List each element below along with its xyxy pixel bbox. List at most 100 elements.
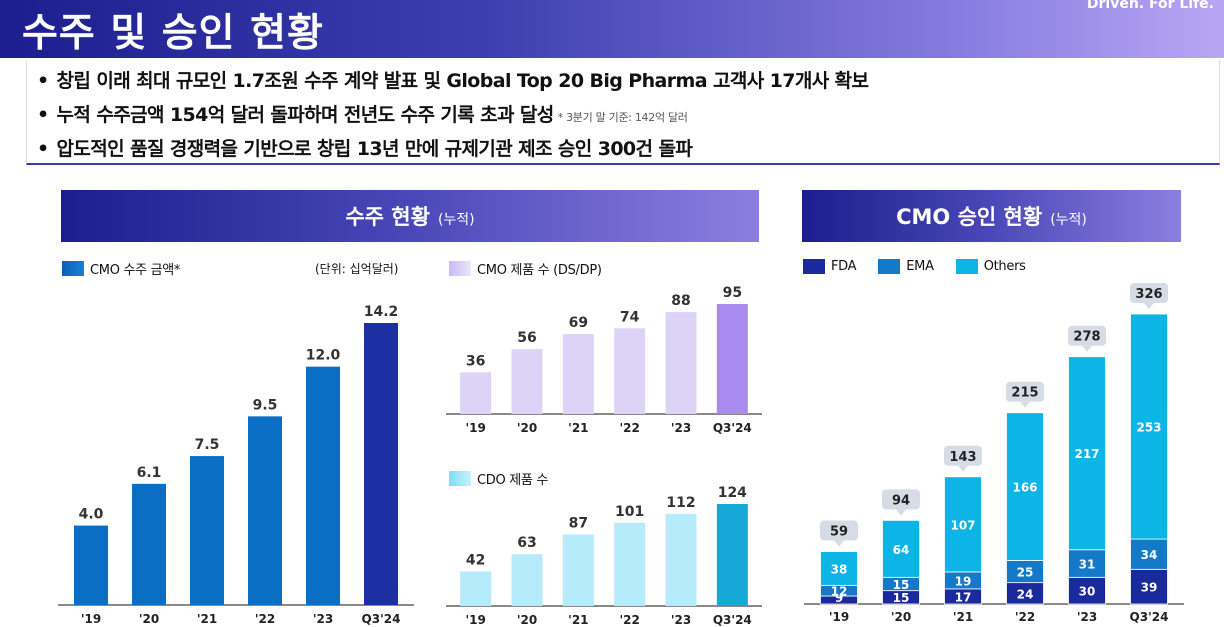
cmo-amount-tick-label: '22 [255,612,275,626]
approval-segment-label: 19 [955,574,972,588]
approval-tick-label: '19 [829,610,849,624]
approval-tick-label: '20 [891,610,911,624]
cdo-product-value-label: 112 [666,495,695,511]
legend-label-ema: EMA [906,259,934,274]
cdo-product-bar [562,534,594,606]
cmo-product-tick-label: '19 [465,421,485,435]
cmo-product-bar [716,304,748,414]
approval-tick-label: Q3'24 [1130,610,1169,624]
cdo-product-value-label: 101 [615,504,644,520]
cdo-product-bar [511,554,543,606]
legend-label: CMO 수주 금액* [90,263,181,278]
approval-bar-ema [1068,549,1106,578]
cmo-product-tick-label: '21 [568,421,588,435]
approval-total-badge [944,445,982,466]
header-banner: 수주 및 승인 현황 Driven. For Life. [0,0,1224,58]
approval-panel-subtitle: (누적) [1050,212,1087,228]
brand-tagline: Driven. For Life. [1086,0,1214,12]
bullet-item: • 창립 이래 최대 규모인 1.7조원 수주 계약 발표 및 Global To… [37,66,869,93]
cdo-product-bar [665,513,697,606]
cdo-product-bar [614,522,646,606]
legend-swatch [62,261,84,276]
bullet-dot: • [37,138,49,160]
cmo-product-bar [562,334,594,414]
cmo-amount-tick-label: Q3'24 [362,612,401,626]
cmo-product-value-label: 88 [671,293,690,309]
cmo-product-bar [511,349,543,414]
bullet-text: 압도적인 품질 경쟁력을 기반으로 창립 13년 만에 규제기관 제조 승인 3… [56,138,693,160]
cmo-amount-bar [132,483,166,605]
bullet-dot: • [37,104,49,126]
approval-segment-label: 253 [1136,421,1161,435]
cmo-product-bar [614,328,646,414]
approval-total-badge [820,520,858,541]
orders-panel-header: 수주 현황 (누적) [61,190,759,242]
cmo-amount-bar [74,525,108,605]
approval-segment-label: 15 [893,578,910,592]
approval-segment-label: 15 [893,591,910,605]
legend-swatch-fda [803,259,825,274]
cmo-product-value-label: 95 [723,285,742,301]
approval-segment-label: 38 [831,562,848,576]
approval-total-label: 94 [892,493,910,508]
approval-segment-label: 31 [1079,558,1096,572]
page-title: 수주 및 승인 현황 [22,11,324,56]
cmo-amount-value-label: 12.0 [306,348,341,364]
approval-segment-label: 30 [1079,585,1096,599]
approval-bar-others [1068,356,1106,551]
cmo-product-tick-label: '23 [671,421,691,435]
approval-bar-others [1006,412,1044,561]
cmo-amount-tick-label: '20 [139,612,159,626]
bullet-text: 창립 이래 최대 규모인 1.7조원 수주 계약 발표 및 Global Top… [56,70,869,92]
cmo-product-value-label: 74 [620,309,640,325]
approval-total-pointer [896,509,906,516]
approval-total-label: 59 [830,525,848,540]
cmo-product-legend: CMO 제품 수 (DS/DP) [449,259,602,278]
approval-bar-ema [1130,538,1168,570]
approval-segment-label: 12 [831,585,848,599]
unit-label: (단위: 십억달러) [315,262,399,276]
cdo-product-tick-label: '23 [671,613,691,627]
cdo-product-tick-label: '22 [619,613,639,627]
legend-swatch [449,471,471,486]
cmo-amount-tick-label: '21 [197,612,217,626]
approval-total-pointer [834,540,844,547]
cmo-amount-bar [248,416,282,605]
legend-swatch-others [955,259,978,274]
approval-segment-label: 34 [1141,548,1158,562]
cdo-product-bar [716,504,748,606]
cmo-amount-bar [306,366,340,605]
approval-total-badge [882,489,920,510]
cmo-amount-bar [190,456,224,605]
cmo-amount-tick-label: '23 [313,612,333,626]
approval-tick-label: '23 [1077,610,1097,624]
legend-label-others: Others [983,259,1026,274]
cmo-amount-bar [364,323,398,605]
cmo-amount-value-label: 4.0 [79,507,104,523]
cmo-product-tick-label: Q3'24 [713,421,752,435]
cmo-amount-value-label: 9.5 [253,397,278,413]
approval-bar-others [820,551,858,586]
approval-segment-label: 39 [1141,581,1158,595]
approval-panel-header: CMO 승인 현황 (누적) [802,190,1181,242]
cmo-product-bar [460,372,492,414]
approval-bar-others [882,519,920,578]
approval-total-label: 326 [1135,287,1162,302]
approval-segment-label: 64 [893,543,910,557]
bullet-dot: • [37,70,49,92]
cdo-product-value-label: 87 [569,515,588,531]
approval-segment-label: 25 [1017,566,1034,580]
cmo-amount-value-label: 14.2 [364,304,399,320]
approval-bar-fda [1130,568,1168,605]
bullet-text: 누적 수주금액 154억 달러 돌파하며 전년도 수주 기록 초과 달성 [56,104,555,126]
approval-total-label: 215 [1011,386,1038,401]
cdo-product-tick-label: '20 [517,613,537,627]
cdo-product-value-label: 124 [718,485,747,501]
cdo-product-bar [460,571,492,606]
legend-swatch [449,261,471,276]
cdo-product-value-label: 42 [466,552,485,568]
approval-total-pointer [1020,401,1030,408]
approval-panel-title: CMO 승인 현황 [896,205,1043,229]
bullet-note: * 3분기 말 기준: 142억 달러 [557,111,688,124]
